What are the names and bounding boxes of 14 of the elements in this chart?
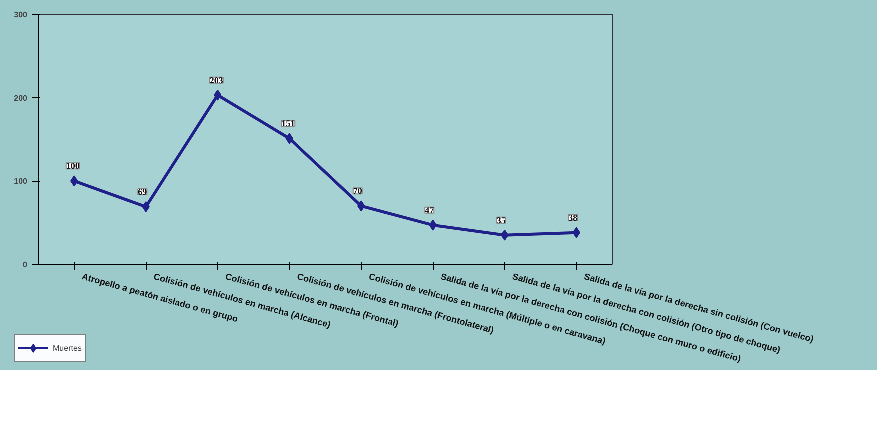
data-label: 70 — [353, 186, 363, 196]
data-label: 100 — [66, 161, 80, 172]
y-tick-label: 100 — [14, 177, 28, 186]
legend-label: Muertes — [53, 344, 82, 352]
point — [142, 202, 150, 212]
data-label: 203 — [210, 75, 224, 86]
data-label: 38 — [568, 212, 578, 223]
data-label: 151 — [282, 118, 296, 129]
data-label: 69 — [138, 187, 148, 197]
data-label: 35 — [496, 215, 506, 226]
y-tick-label: 300 — [14, 10, 28, 20]
y-tick-label: 0 — [23, 260, 28, 270]
data-label: 47 — [425, 205, 435, 216]
y-tick-label: 200 — [14, 94, 28, 103]
